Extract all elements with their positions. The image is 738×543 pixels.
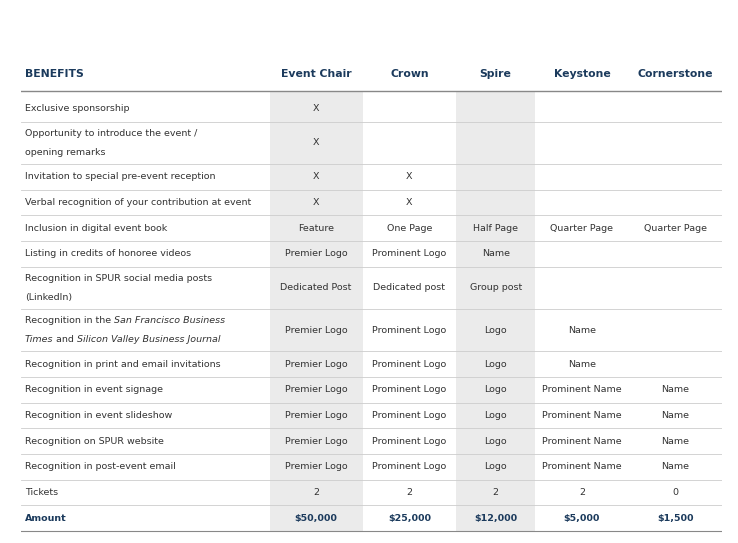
Text: Event Chair: Event Chair <box>281 69 351 79</box>
Text: One Page: One Page <box>387 224 432 232</box>
Text: Recognition in print and email invitations: Recognition in print and email invitatio… <box>25 359 221 369</box>
Text: Prominent Name: Prominent Name <box>542 386 621 394</box>
Text: $5,000: $5,000 <box>564 514 600 522</box>
Text: Crown: Crown <box>390 69 429 79</box>
Text: Exclusive sponsorship: Exclusive sponsorship <box>25 104 129 113</box>
Text: Logo: Logo <box>484 359 507 369</box>
Text: Prominent Logo: Prominent Logo <box>372 326 446 334</box>
Bar <box>456 91 535 531</box>
Text: BENEFITS: BENEFITS <box>25 69 83 79</box>
Text: Logo: Logo <box>484 386 507 394</box>
Text: Silicon Valley Business Journal: Silicon Valley Business Journal <box>77 335 221 344</box>
Text: Name: Name <box>482 249 510 258</box>
Text: Name: Name <box>661 386 689 394</box>
Text: 2: 2 <box>407 488 413 497</box>
Text: Recognition in post-event email: Recognition in post-event email <box>25 462 176 471</box>
Text: 2: 2 <box>493 488 499 497</box>
Text: Name: Name <box>568 326 596 334</box>
Text: Prominent Logo: Prominent Logo <box>372 386 446 394</box>
Text: Spire: Spire <box>480 69 511 79</box>
Text: Premier Logo: Premier Logo <box>285 462 348 471</box>
Text: Dedicated post: Dedicated post <box>373 283 446 292</box>
Text: X: X <box>313 138 320 147</box>
Text: Premier Logo: Premier Logo <box>285 411 348 420</box>
Text: Prominent Logo: Prominent Logo <box>372 249 446 258</box>
Text: Recognition in event signage: Recognition in event signage <box>25 386 163 394</box>
Text: (LinkedIn): (LinkedIn) <box>25 293 72 301</box>
Text: Prominent Name: Prominent Name <box>542 462 621 471</box>
Text: Name: Name <box>661 437 689 446</box>
Text: Half Page: Half Page <box>473 224 518 232</box>
Text: $12,000: $12,000 <box>474 514 517 522</box>
Text: Dedicated Post: Dedicated Post <box>280 283 352 292</box>
Text: Recognition on SPUR website: Recognition on SPUR website <box>25 437 164 446</box>
Text: Listing in credits of honoree videos: Listing in credits of honoree videos <box>25 249 191 258</box>
Text: Prominent Name: Prominent Name <box>542 437 621 446</box>
Text: Verbal recognition of your contribution at event: Verbal recognition of your contribution … <box>25 198 251 207</box>
Text: Prominent Name: Prominent Name <box>542 411 621 420</box>
Text: Tickets: Tickets <box>25 488 58 497</box>
Text: Logo: Logo <box>484 462 507 471</box>
Text: Inclusion in digital event book: Inclusion in digital event book <box>25 224 167 232</box>
Text: $50,000: $50,000 <box>294 514 337 522</box>
Text: SPONSORSHIP LEVELS: SPONSORSHIP LEVELS <box>13 11 199 26</box>
Text: Opportunity to introduce the event /: Opportunity to introduce the event / <box>25 129 197 138</box>
Text: Name: Name <box>661 462 689 471</box>
Text: Amount: Amount <box>25 514 66 522</box>
Text: Name: Name <box>661 411 689 420</box>
Text: San Francisco Business: San Francisco Business <box>114 317 225 325</box>
Text: Premier Logo: Premier Logo <box>285 386 348 394</box>
Text: Premier Logo: Premier Logo <box>285 359 348 369</box>
Text: X: X <box>313 104 320 113</box>
Text: Name: Name <box>568 359 596 369</box>
Text: Premier Logo: Premier Logo <box>285 437 348 446</box>
Text: Logo: Logo <box>484 326 507 334</box>
Text: opening remarks: opening remarks <box>25 148 106 157</box>
Text: Premier Logo: Premier Logo <box>285 249 348 258</box>
Text: Prominent Logo: Prominent Logo <box>372 411 446 420</box>
Text: Premier Logo: Premier Logo <box>285 326 348 334</box>
Text: Recognition in the: Recognition in the <box>25 317 114 325</box>
Text: Recognition in SPUR social media posts: Recognition in SPUR social media posts <box>25 274 212 283</box>
Text: X: X <box>406 172 413 181</box>
Text: Keystone: Keystone <box>554 69 610 79</box>
Text: Prominent Logo: Prominent Logo <box>372 359 446 369</box>
Text: $25,000: $25,000 <box>388 514 431 522</box>
Text: Logo: Logo <box>484 437 507 446</box>
Bar <box>269 91 363 531</box>
Text: X: X <box>406 198 413 207</box>
Text: Prominent Logo: Prominent Logo <box>372 437 446 446</box>
Text: 2: 2 <box>313 488 319 497</box>
Text: and: and <box>53 335 77 344</box>
Text: Cornerstone: Cornerstone <box>638 69 713 79</box>
Text: 0: 0 <box>672 488 678 497</box>
Text: $1,500: $1,500 <box>657 514 694 522</box>
Text: Invitation to special pre-event reception: Invitation to special pre-event receptio… <box>25 172 215 181</box>
Text: Quarter Page: Quarter Page <box>644 224 707 232</box>
Text: Quarter Page: Quarter Page <box>551 224 613 232</box>
Text: Feature: Feature <box>298 224 334 232</box>
Text: Times: Times <box>25 335 53 344</box>
Text: Recognition in event slideshow: Recognition in event slideshow <box>25 411 172 420</box>
Text: Prominent Logo: Prominent Logo <box>372 462 446 471</box>
Text: 2: 2 <box>579 488 585 497</box>
Text: X: X <box>313 198 320 207</box>
Text: Logo: Logo <box>484 411 507 420</box>
Text: Group post: Group post <box>469 283 522 292</box>
Text: X: X <box>313 172 320 181</box>
